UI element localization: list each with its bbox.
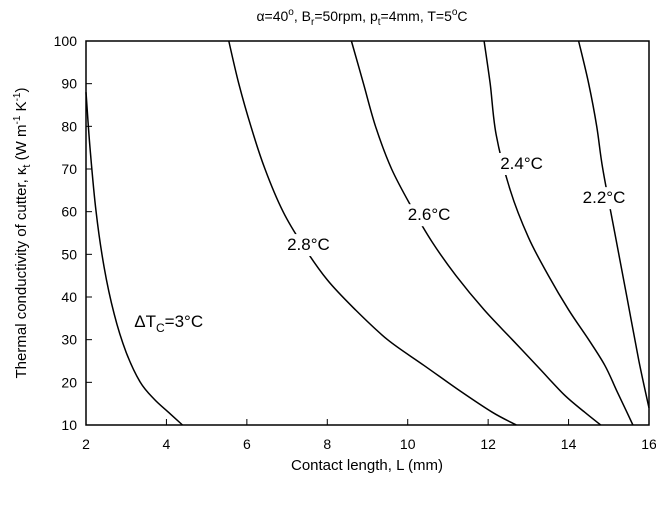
isotherm-curve — [85, 92, 184, 426]
x-axis-title: Contact length, L (mm) — [291, 457, 443, 474]
title-t-degree: o — [452, 7, 458, 18]
curve-label-backdrop — [580, 187, 632, 210]
y-axis-title-subscript: t — [21, 165, 33, 168]
title-b-subscript: r — [311, 17, 315, 28]
y-axis-title-unit-close: ) — [13, 88, 30, 93]
curve-label: 2.2°C — [583, 188, 626, 207]
curve-label: 2.4°C — [500, 154, 543, 173]
y-tick-label: 10 — [61, 417, 77, 433]
y-tick-label: 50 — [61, 246, 77, 262]
isotherm-curves — [85, 40, 650, 426]
isotherm-curve — [350, 40, 602, 426]
isotherm-curve — [228, 40, 517, 426]
title-b: , B — [294, 8, 311, 24]
title-t-unit: C — [457, 8, 467, 24]
y-axis-title-sup1: -1 — [12, 115, 23, 124]
y-tick-label: 60 — [61, 204, 77, 220]
x-axis-ticks: 2 4 6 8 10 12 14 16 — [82, 419, 656, 452]
title-b-value: =50rpm, p — [314, 8, 378, 24]
curve-label-backdrop — [132, 310, 199, 333]
y-tick-label: 80 — [61, 118, 77, 134]
title-p-subscript: t — [378, 17, 381, 28]
y-tick-label: 30 — [61, 332, 77, 348]
curve-label: 2.8°C — [287, 235, 330, 254]
y-axis-ticks: 10 20 30 40 50 60 70 80 90 100 — [54, 33, 92, 433]
y-axis-title-sup2: -1 — [12, 92, 23, 101]
y-tick-label: 90 — [61, 76, 77, 92]
y-tick-label: 100 — [54, 33, 78, 49]
title-p-value: =4mm, T=5 — [381, 8, 453, 24]
y-tick-label: 70 — [61, 161, 77, 177]
y-axis-title-unit-mid: K — [13, 101, 30, 115]
curve-label-text: 2.2°C — [583, 188, 626, 207]
curve-label: 2.6°C — [408, 205, 451, 224]
curve-label-subscript: C — [156, 321, 165, 335]
chart-title: α=40o, Br=50rpm, pt=4mm, T=5oC — [256, 7, 467, 28]
curve-label-text: 2.6°C — [408, 205, 451, 224]
curve-label-text: 2.8°C — [287, 235, 330, 254]
curve-label-backdrop — [405, 204, 457, 227]
y-axis-title: Thermal conductivity of cutter, κt (W m-… — [12, 88, 33, 379]
curve-label: ΔTC=3°C — [134, 312, 203, 335]
y-axis-title-unit-open: (W m — [13, 125, 30, 165]
title-alpha: α=40 — [256, 8, 288, 24]
isotherm-curve — [577, 40, 650, 409]
y-tick-label: 40 — [61, 289, 77, 305]
title-alpha-degree: o — [288, 7, 294, 18]
curve-label-backdrop — [498, 153, 550, 175]
x-tick-label: 10 — [400, 436, 416, 452]
x-tick-label: 8 — [323, 436, 331, 452]
x-tick-label: 12 — [480, 436, 496, 452]
isotherm-curve — [483, 40, 634, 426]
curve-label-text: ΔT — [134, 312, 156, 331]
y-tick-label: 20 — [61, 374, 77, 390]
x-tick-label: 16 — [641, 436, 656, 452]
x-tick-label: 4 — [163, 436, 171, 452]
curve-labels: ΔTC=3°C 2.8°C 2.6°C 2.4°C 2.2°C — [132, 153, 632, 335]
curve-label-backdrop — [285, 234, 337, 257]
curve-label-value: =3°C — [165, 312, 203, 331]
curve-label-text: 2.4°C — [500, 154, 543, 173]
plot-area — [85, 40, 650, 426]
y-axis-title-main: Thermal conductivity of cutter, κ — [13, 167, 30, 378]
x-tick-label: 2 — [82, 436, 90, 452]
x-tick-label: 6 — [243, 436, 251, 452]
x-tick-label: 14 — [561, 436, 577, 452]
